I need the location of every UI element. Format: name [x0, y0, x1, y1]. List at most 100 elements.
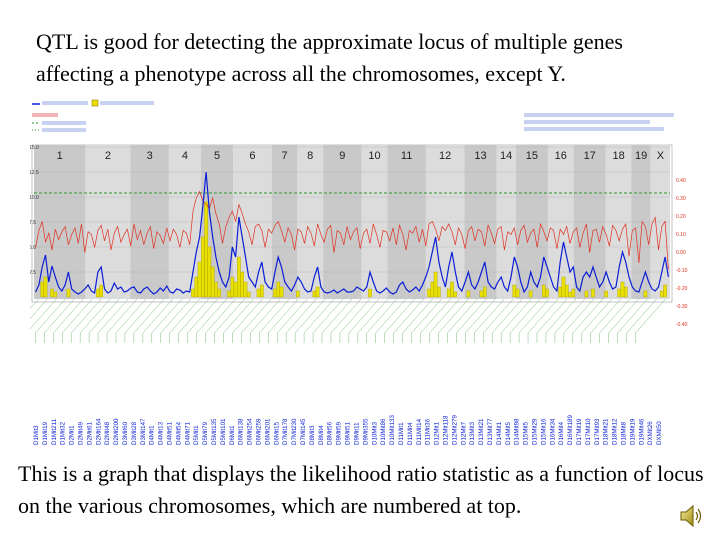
marker-line [393, 298, 424, 334]
chromosome-labels: 1 2 3 4 5 6 7 8 9 10 11 12 13 14 15 16 17 18 19 X [57, 150, 665, 162]
marker-line [483, 298, 514, 334]
marker-label: D17Mit93 [594, 418, 601, 445]
marker-line [635, 298, 666, 334]
legend-block-left [32, 99, 154, 132]
marker-line [142, 298, 174, 334]
marker-label: D6Mit254 [247, 418, 254, 445]
marker-line [277, 298, 308, 334]
right-tick-label: 0.40 [676, 178, 686, 184]
marker-label: D9Mit51 [345, 421, 352, 445]
marker-line [294, 298, 326, 334]
marker-line [303, 298, 335, 334]
permutation-bar [427, 288, 431, 298]
permutation-bar [541, 284, 546, 298]
marker-line [53, 298, 84, 334]
marker-label: D17Mit19 [576, 418, 583, 445]
marker-label: D17Mit10 [585, 418, 592, 445]
marker-line [169, 298, 200, 334]
marker-line [474, 298, 505, 334]
marker-label: D19Mit46 [638, 418, 645, 445]
marker-line [321, 298, 353, 334]
permutation-bar [561, 276, 566, 298]
marker-labels: D1Mit3 D1Mit19 D1Mit211 D1Mit32 D2Mit1 D2Mit4… [33, 415, 663, 445]
marker-label: D6Mit259 [256, 418, 263, 445]
permutation-bar [256, 288, 261, 298]
marker-label: D4Mit71 [184, 421, 191, 445]
marker-label: DXMit26 [647, 421, 654, 445]
permutation-bar [99, 284, 103, 298]
marker-line [88, 298, 120, 334]
permutation-bar [246, 291, 251, 298]
marker-line [536, 298, 568, 334]
marker-label: D12Mit279 [451, 415, 458, 445]
marker-line [357, 298, 389, 334]
speaker-icon[interactable] [678, 503, 704, 534]
marker-line [187, 298, 218, 334]
marker-label: D2Mit61 [86, 421, 93, 445]
marker-label: D1Mit3 [33, 425, 40, 445]
permutation-bar [315, 286, 320, 298]
permutation-bar [276, 281, 281, 298]
legend-text-suggestive [42, 128, 86, 132]
marker-label: D5Mit101 [220, 418, 227, 445]
legend-text-additive [32, 113, 58, 117]
marker-line [250, 298, 281, 334]
marker-line [509, 298, 541, 334]
marker-line [115, 298, 147, 334]
marker-label: D12Mit1 [434, 421, 441, 445]
y-axis-left: 2.5 5.0 7.5 10.0 12.5 15.0 [29, 145, 39, 276]
marker-line [133, 298, 165, 334]
left-tick-label: 5.0 [30, 245, 36, 251]
marker-line [124, 298, 156, 334]
permutation-bar [479, 290, 484, 298]
right-tick-label: 0.30 [676, 196, 686, 202]
chromosome-label: 2 [105, 150, 111, 162]
permutation-bar [273, 288, 277, 298]
marker-line [554, 298, 586, 334]
marker-label: D1Mit211 [51, 418, 58, 445]
marker-line [160, 298, 191, 334]
permutation-bar [214, 281, 218, 298]
marker-line [35, 298, 66, 334]
permutation-bar [571, 288, 576, 298]
marker-line [456, 298, 487, 334]
marker-label: D18Mit8 [620, 421, 627, 445]
marker-label: D3Mit60 [122, 421, 129, 445]
legend-text-hits [100, 101, 154, 105]
chromosome-label: 14 [500, 150, 512, 162]
permutation-bar [446, 288, 451, 298]
marker-label: D6Mit1 [229, 425, 236, 445]
marker-label: D11Mit14 [416, 418, 423, 445]
permutation-bar [528, 290, 533, 298]
marker-label: D14Mit5 [505, 421, 512, 445]
marker-line [268, 298, 299, 334]
marker-label: D8Mit3 [309, 425, 316, 445]
marker-line [599, 298, 630, 334]
marker-label: D9Mit59 [336, 421, 343, 445]
legend-block-right [524, 113, 674, 131]
marker-label: D19Mit19 [629, 418, 636, 445]
chromosome-label: 12 [439, 150, 451, 162]
marker-line [17, 298, 48, 334]
marker-line [312, 298, 344, 334]
marker-label: D7Mit145 [300, 418, 307, 445]
marker-line [285, 298, 317, 334]
permutation-bar [515, 288, 520, 298]
marker-line [97, 298, 129, 334]
chromosome-label: 3 [147, 150, 153, 162]
permutation-bar [260, 284, 264, 298]
chromosome-label: 11 [401, 150, 412, 162]
marker-line [465, 298, 496, 334]
permutation-bar [558, 286, 562, 298]
permutation-bar [643, 290, 648, 298]
marker-line [151, 298, 182, 334]
marker-line [339, 298, 371, 334]
permutation-bar [660, 290, 664, 298]
marker-label: D8Mit56 [327, 421, 334, 445]
slide-caption: This is a graph that displays the likeli… [18, 461, 704, 518]
marker-line [348, 298, 380, 334]
marker-line [527, 298, 559, 334]
marker-label: D15Mit16 [540, 418, 547, 445]
permutation-bar [466, 290, 471, 298]
marker-label: D5Mit79 [202, 421, 209, 445]
